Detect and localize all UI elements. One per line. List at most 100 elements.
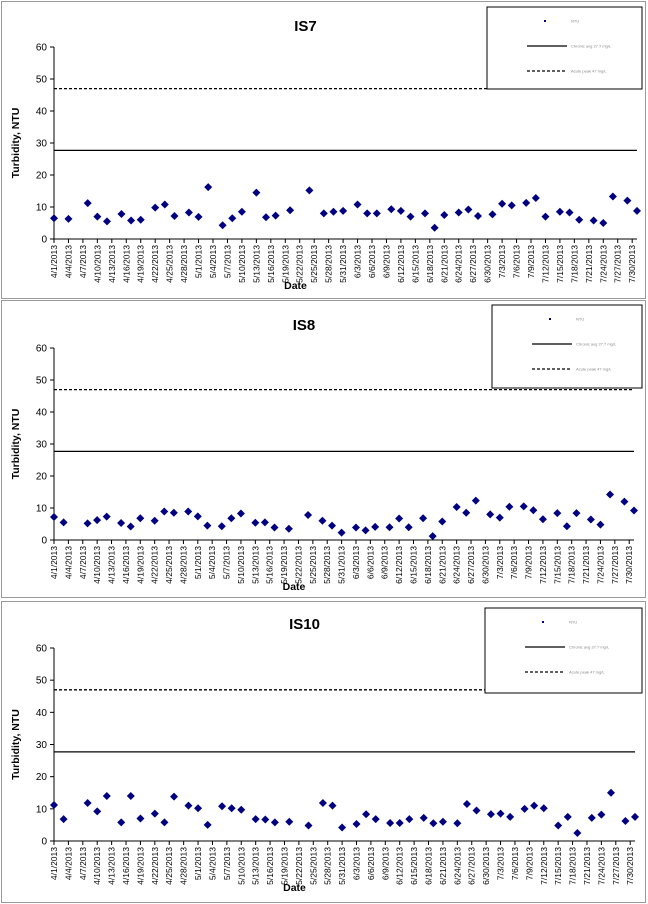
x-tick-label: 4/28/2013: [179, 847, 189, 885]
data-point: [318, 516, 327, 525]
data-point: [429, 819, 438, 828]
data-point: [353, 200, 362, 209]
data-point: [262, 213, 270, 222]
x-tick-label: 7/24/2013: [595, 546, 605, 584]
x-tick-label: 7/12/2013: [540, 245, 550, 283]
x-tick-label: 5/28/2013: [324, 245, 334, 283]
x-tick-label: 5/7/2013: [222, 245, 232, 278]
x-tick-label: 7/6/2013: [509, 546, 519, 579]
data-point: [160, 200, 169, 209]
y-tick-label: 60: [36, 43, 48, 54]
data-point: [64, 214, 73, 223]
x-tick-label: 6/24/2013: [452, 847, 462, 885]
x-tick-label: 4/16/2013: [121, 245, 131, 283]
data-point: [136, 215, 145, 224]
data-point: [589, 216, 598, 225]
x-tick-label: 6/6/2013: [366, 847, 376, 880]
data-point: [305, 186, 314, 195]
x-tick-label: 4/4/2013: [63, 847, 73, 880]
x-tick-label: 7/18/2013: [567, 546, 577, 584]
data-point: [150, 516, 159, 525]
data-point: [363, 209, 372, 218]
chart-title: IS8: [293, 317, 316, 334]
data-point: [554, 821, 563, 830]
x-tick-label: 5/19/2013: [280, 245, 290, 283]
data-point: [529, 506, 538, 515]
data-point: [237, 207, 246, 216]
legend-label-obs: NTU: [576, 317, 584, 322]
x-axis-label: Date: [284, 280, 307, 292]
data-point: [575, 215, 584, 224]
legend-label-acute: Acute peak 47 mg/L: [571, 69, 607, 74]
data-point: [538, 515, 547, 524]
x-tick-label: 5/28/2013: [322, 546, 332, 584]
data-point: [631, 812, 639, 821]
data-point: [338, 823, 347, 832]
data-point: [438, 517, 447, 526]
x-tick-label: 6/24/2013: [454, 245, 464, 283]
data-point: [237, 805, 246, 814]
x-tick-label: 7/24/2013: [598, 245, 608, 283]
x-tick-label: 7/18/2013: [568, 847, 578, 885]
x-tick-label: 4/7/2013: [78, 546, 88, 579]
x-tick-label: 6/18/2013: [424, 847, 434, 885]
chart-panel-is10: IS10 0 10 20 30 40 50 60 Turbidity, NTU 4/1/2013 4…: [1, 601, 646, 903]
y-tick-label: 10: [36, 203, 48, 214]
data-point: [236, 509, 245, 518]
x-tick-label: 6/27/2013: [466, 546, 476, 584]
x-tick-label: 5/1/2013: [194, 245, 204, 278]
data-point: [318, 799, 327, 808]
x-tick-label: 5/1/2013: [193, 546, 203, 579]
x-tick-label: 7/21/2013: [581, 546, 591, 584]
data-point: [464, 205, 473, 214]
data-point: [251, 518, 260, 527]
x-tick-label: 6/30/2013: [483, 245, 493, 283]
data-point: [169, 508, 178, 517]
y-axis-label: Turbidity, NTU: [10, 709, 22, 780]
x-tick-label: 7/15/2013: [555, 245, 565, 283]
data-point: [218, 221, 227, 230]
data-point: [102, 791, 111, 800]
data-point: [395, 514, 404, 523]
x-tick-label: 7/3/2013: [497, 245, 507, 278]
x-tick-label: 6/12/2013: [396, 245, 406, 283]
y-axis-label: Turbidity, NTU: [10, 409, 22, 480]
x-tick-label: 7/27/2013: [610, 546, 620, 584]
x-tick-label: 7/30/2013: [627, 245, 637, 283]
legend-label-chronic: Chronic avg 27.7 mg/L: [571, 44, 612, 49]
data-point: [93, 212, 102, 221]
data-point: [337, 528, 346, 537]
x-tick-label: 4/1/2013: [49, 847, 59, 880]
x-tick-label: 4/10/2013: [92, 546, 102, 584]
x-tick-label: 4/4/2013: [63, 546, 73, 579]
y-tick-label: 0: [41, 235, 47, 246]
x-tick-label: 6/6/2013: [367, 245, 377, 278]
data-point: [170, 211, 179, 220]
x-tick-label: 7/18/2013: [569, 245, 579, 283]
legend-label-chronic: Chronic avg 27.7 mg/L: [569, 645, 610, 650]
data-point: [328, 521, 337, 530]
data-point: [555, 207, 564, 216]
y-tick-label: 30: [36, 740, 48, 751]
data-point: [50, 214, 58, 223]
data-point: [440, 211, 449, 219]
data-point: [371, 522, 380, 531]
x-tick-label: 7/24/2013: [596, 847, 606, 885]
x-tick-label: 5/28/2013: [323, 847, 333, 885]
data-point: [495, 513, 504, 522]
data-point: [419, 514, 428, 523]
data-point: [362, 810, 371, 819]
x-tick-label: 6/15/2013: [409, 847, 419, 885]
x-tick-label: 4/7/2013: [78, 245, 88, 278]
x-tick-label: 5/4/2013: [208, 245, 218, 278]
data-point: [395, 818, 404, 827]
data-point: [454, 208, 463, 217]
data-point: [194, 212, 203, 221]
data-point: [329, 207, 338, 216]
x-tick-label: 5/1/2013: [193, 847, 203, 880]
x-tick-label: 5/31/2013: [337, 546, 347, 584]
data-point: [103, 217, 111, 226]
data-point: [227, 804, 236, 813]
data-point: [371, 815, 380, 824]
x-tick-label: 4/22/2013: [150, 546, 160, 584]
